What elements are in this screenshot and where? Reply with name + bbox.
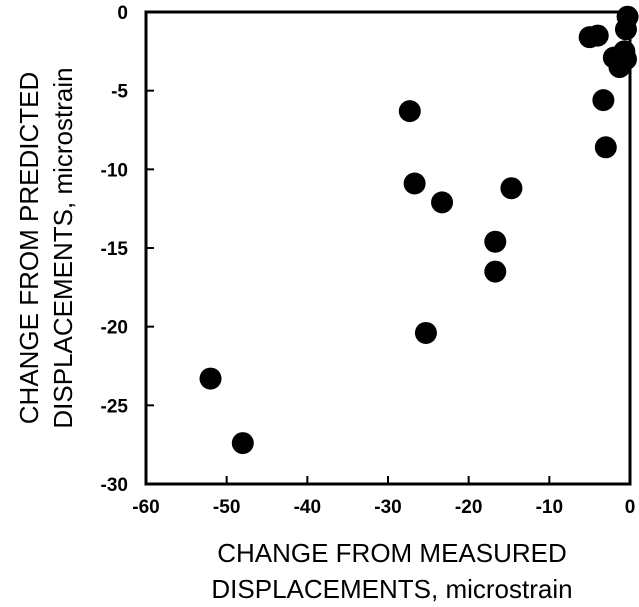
- data-point: [431, 191, 454, 214]
- y-axis-title-line-2: DISPLACEMENTS, microstrain: [48, 67, 78, 428]
- y-tick-label: -10: [101, 160, 128, 181]
- x-tick-label: 0: [625, 497, 636, 518]
- x-axis-title-line-1: CHANGE FROM MEASURED: [217, 538, 567, 568]
- y-tick-label: 0: [117, 3, 128, 24]
- y-axis-title-line-1: CHANGE FROM PREDICTED: [14, 72, 44, 424]
- y-tick-label: -5: [111, 82, 128, 103]
- data-point: [614, 48, 637, 71]
- x-axis-ticks: -60 -50 -40 -30 -20 -10 0: [132, 476, 635, 518]
- data-point: [616, 5, 639, 28]
- data-point: [199, 367, 222, 390]
- data-point: [414, 321, 437, 344]
- x-tick-label: -50: [213, 497, 240, 518]
- y-tick-label: -15: [101, 239, 129, 260]
- data-point: [484, 260, 507, 283]
- x-tick-label: -30: [374, 497, 401, 518]
- data-point: [594, 136, 617, 159]
- data-points: [199, 5, 639, 455]
- data-point: [231, 432, 254, 455]
- data-point: [403, 172, 426, 195]
- data-point: [586, 24, 609, 47]
- data-point: [592, 89, 615, 112]
- x-tick-label: -10: [536, 497, 563, 518]
- x-tick-label: -60: [132, 497, 159, 518]
- x-tick-label: -40: [294, 497, 321, 518]
- y-tick-label: -25: [101, 396, 129, 417]
- y-tick-label: -30: [101, 475, 128, 496]
- plot-frame: [144, 10, 632, 486]
- x-axis-title-line-2: DISPLACEMENTS, microstrain: [211, 574, 572, 604]
- data-point: [500, 177, 523, 200]
- data-point: [398, 100, 421, 123]
- y-tick-label: -20: [101, 318, 128, 339]
- data-point: [484, 230, 507, 253]
- x-tick-label: -20: [455, 497, 482, 518]
- y-axis-ticks: 0 -5 -10 -15 -20 -25 -30: [101, 3, 154, 496]
